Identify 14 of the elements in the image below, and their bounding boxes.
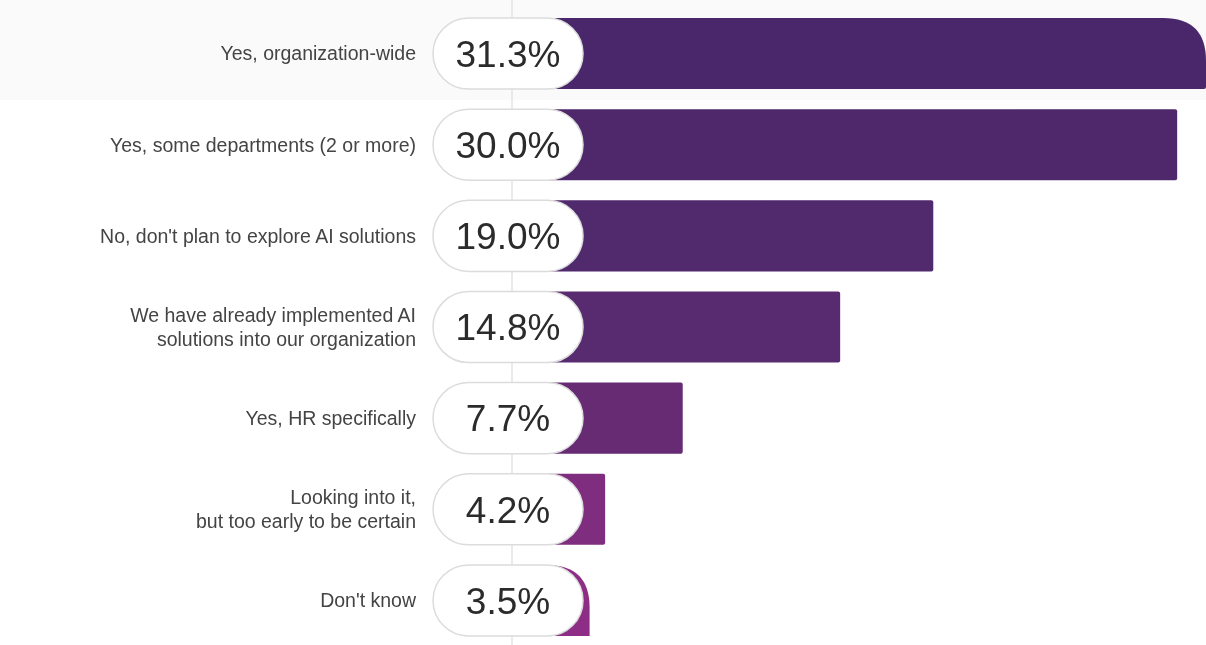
y-tick-label: Yes, HR specifically xyxy=(245,406,417,429)
data-label: 3.5% xyxy=(465,580,551,622)
y-tick-label: Yes, some departments (2 or more) xyxy=(110,133,416,156)
y-tick-label: Yes, organization-wide xyxy=(220,42,416,65)
data-label: 4.2% xyxy=(465,489,551,531)
y-tick-label: No, don't plan to explore AI solutions xyxy=(100,224,417,247)
data-label: 14.8% xyxy=(455,307,561,349)
data-label: 19.0% xyxy=(455,216,561,258)
y-tick-label: Don't know xyxy=(320,589,417,612)
y-tick-label: We have already implemented AI solutions into our organization xyxy=(130,304,416,350)
data-label: 30.0% xyxy=(455,125,561,167)
y-tick-label: Looking into it, but too early to be certain xyxy=(195,486,416,532)
data-label: 31.3% xyxy=(455,33,561,75)
data-label: 7.7% xyxy=(465,398,551,440)
